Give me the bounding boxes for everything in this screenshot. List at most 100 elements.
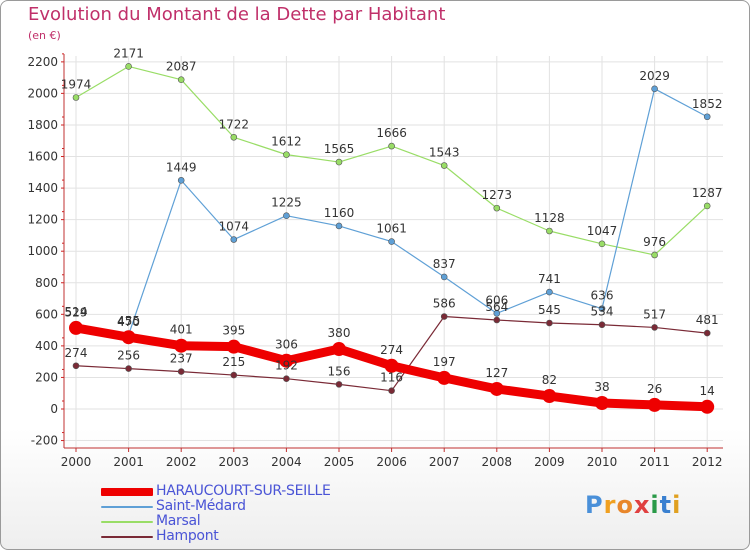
data-point [703, 329, 711, 337]
data-label: 2029 [639, 69, 670, 83]
data-label: 274 [65, 346, 88, 360]
data-point [125, 63, 132, 70]
data-point [283, 151, 290, 158]
y-tick-label: 200 [35, 370, 58, 384]
data-point [598, 240, 606, 248]
data-point [332, 342, 346, 357]
data-point [72, 362, 80, 370]
x-tick-label: 2005 [324, 455, 355, 469]
data-label: 1449 [166, 160, 197, 174]
data-point [335, 381, 343, 388]
data-point [230, 133, 238, 141]
data-label: 564 [485, 300, 508, 314]
legend-swatch [101, 506, 153, 508]
series-haraucourt-sur-seille [69, 320, 715, 414]
data-point [489, 381, 504, 396]
x-tick-label: 2012 [692, 455, 723, 469]
y-tick-label: 600 [35, 307, 58, 321]
legend-swatch [101, 536, 153, 538]
data-label: 2171 [113, 46, 144, 60]
data-label: 517 [643, 307, 666, 321]
x-tick-label: 2003 [219, 455, 250, 469]
data-label: 1273 [482, 188, 513, 202]
data-point [598, 321, 606, 329]
logo-letter: x [633, 491, 651, 519]
legend-label: Hampont [156, 528, 219, 544]
data-point [546, 288, 553, 296]
data-label: 636 [591, 289, 614, 303]
data-label: 1722 [219, 117, 250, 131]
data-point [700, 399, 715, 414]
data-point [125, 365, 132, 372]
data-point [647, 397, 662, 412]
logo-letter: r [603, 491, 617, 519]
data-label: 1061 [376, 222, 407, 236]
data-point [388, 238, 395, 245]
data-label: 2087 [166, 60, 197, 74]
y-tick-label: 2000 [27, 86, 58, 100]
series-saint-m-dard [72, 85, 711, 339]
label-layer: 1974 2171 2087 1722 1612 1565 1666 1543 1273 1128… [61, 46, 723, 397]
axis-layer: -200 0 200 400 600 800 1000 1200 1400 1600 1800 200… [27, 53, 723, 469]
chart-title: Evolution du Montant de la Dette par Hab… [28, 4, 446, 25]
data-label: 837 [433, 257, 456, 271]
data-point [384, 358, 399, 373]
chart-subtitle: (en €) [28, 29, 61, 42]
data-point [388, 142, 395, 150]
logo-letter: P [585, 491, 604, 519]
data-label: 529 [65, 306, 88, 320]
data-label: 1852 [692, 97, 723, 111]
legend-swatch [101, 521, 153, 523]
data-point [69, 320, 83, 335]
data-point [542, 389, 557, 404]
data-point [177, 368, 185, 375]
data-label: 606 [485, 293, 508, 307]
data-label: 481 [696, 313, 719, 327]
y-tick-label: 0 [50, 402, 58, 416]
data-point [651, 324, 658, 331]
y-tick-label: 400 [35, 339, 58, 353]
y-tick-label: 1400 [27, 181, 58, 195]
legend-swatch [101, 488, 153, 496]
data-point [226, 339, 241, 354]
x-tick-label: 2009 [534, 455, 565, 469]
data-label: 534 [591, 305, 614, 319]
x-tick-label: 2004 [271, 455, 302, 469]
x-tick-label: 2002 [166, 455, 197, 469]
y-tick-label: 2200 [27, 55, 58, 69]
legend-label: Marsal [156, 513, 201, 529]
x-tick-label: 2006 [376, 455, 407, 469]
data-label: 470 [117, 315, 140, 329]
data-point [703, 113, 711, 121]
data-label: 1047 [587, 224, 618, 238]
y-tick-label: 1000 [27, 244, 58, 258]
data-point [177, 177, 185, 184]
x-tick-label: 2001 [113, 455, 144, 469]
data-label: 192 [275, 359, 298, 373]
data-label: 380 [328, 326, 351, 340]
data-point [493, 204, 501, 212]
data-point [440, 313, 448, 320]
data-point [388, 387, 395, 394]
data-label: 586 [433, 297, 456, 311]
data-label: 1225 [271, 196, 302, 210]
x-tick-label: 2000 [61, 455, 92, 469]
x-tick-label: 2008 [482, 455, 513, 469]
data-point [546, 319, 553, 327]
y-tick-label: 1800 [27, 118, 58, 132]
data-point [440, 162, 448, 169]
data-label: 156 [328, 364, 351, 378]
logo-letter: i [672, 491, 682, 519]
series-marsal [72, 63, 711, 259]
data-label: 1287 [692, 186, 723, 200]
series-layer [69, 63, 715, 414]
data-label: 1128 [534, 211, 565, 225]
data-point [703, 202, 711, 210]
data-point [177, 76, 185, 83]
data-point [437, 370, 452, 385]
data-label: 401 [170, 323, 193, 337]
data-label: 741 [538, 272, 561, 286]
legend-label: Saint-Médard [156, 498, 246, 514]
